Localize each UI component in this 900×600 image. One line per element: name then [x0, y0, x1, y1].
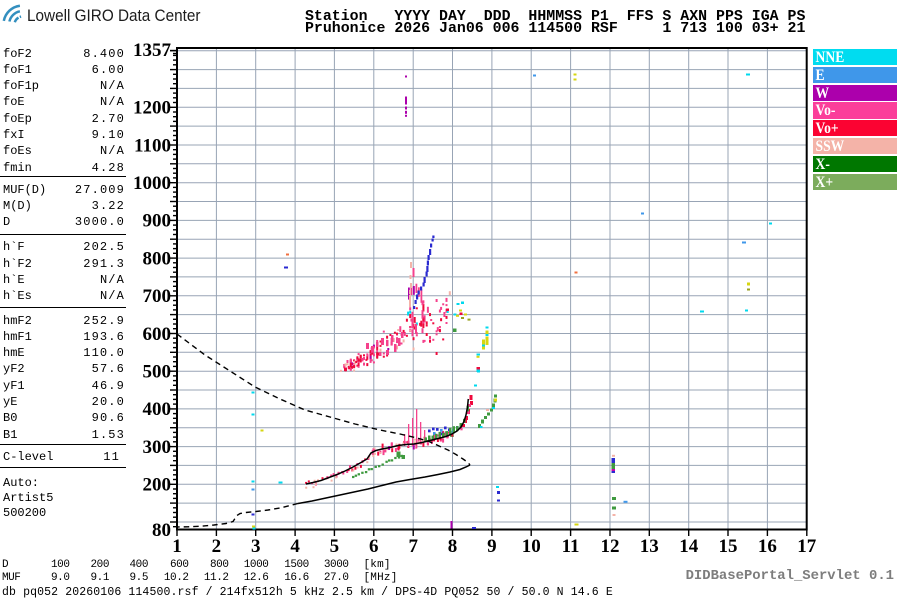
svg-text:16: 16 — [758, 536, 777, 557]
svg-text:15: 15 — [719, 536, 738, 557]
svg-text:12: 12 — [601, 536, 620, 557]
svg-text:80: 80 — [152, 520, 171, 541]
svg-text:800: 800 — [143, 248, 172, 269]
svg-text:200: 200 — [143, 475, 172, 496]
svg-text:1000: 1000 — [133, 173, 171, 194]
svg-text:3: 3 — [251, 536, 261, 557]
svg-text:1357: 1357 — [133, 40, 172, 61]
svg-text:500: 500 — [143, 362, 172, 383]
svg-text:900: 900 — [143, 211, 172, 232]
svg-text:17: 17 — [797, 536, 817, 557]
svg-text:300: 300 — [143, 437, 172, 458]
svg-text:6: 6 — [369, 536, 379, 557]
svg-text:11: 11 — [562, 536, 580, 557]
svg-text:400: 400 — [143, 399, 172, 420]
svg-text:5: 5 — [330, 536, 340, 557]
svg-text:700: 700 — [143, 286, 172, 307]
svg-text:13: 13 — [640, 536, 659, 557]
svg-text:9: 9 — [487, 536, 497, 557]
svg-text:1: 1 — [172, 536, 182, 557]
svg-text:10: 10 — [522, 536, 541, 557]
svg-text:2: 2 — [212, 536, 222, 557]
svg-text:1100: 1100 — [134, 135, 171, 156]
svg-text:7: 7 — [408, 536, 418, 557]
svg-text:600: 600 — [143, 324, 172, 345]
svg-text:1200: 1200 — [133, 98, 171, 119]
svg-text:14: 14 — [679, 536, 699, 557]
svg-text:8: 8 — [448, 536, 458, 557]
svg-text:4: 4 — [290, 536, 300, 557]
